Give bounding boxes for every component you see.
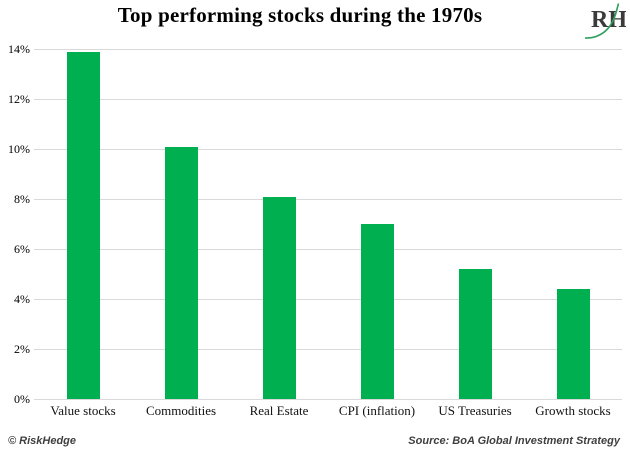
x-category-label: Commodities xyxy=(145,403,217,418)
y-tick-label: 10% xyxy=(8,142,30,156)
gridline-6pct xyxy=(34,248,622,250)
y-tick-label: 8% xyxy=(14,192,30,206)
bar-real-estate xyxy=(262,196,296,399)
riskhedge-logo: RH xyxy=(584,2,627,42)
bar-growth-stocks xyxy=(556,289,590,399)
x-category-label: Real Estate xyxy=(249,403,309,418)
chart-title: Top performing stocks during the 1970s xyxy=(117,3,483,27)
gridline-12pct xyxy=(34,98,622,100)
x-category-label: CPI (inflation) xyxy=(338,403,416,418)
x-category-label: Growth stocks xyxy=(535,403,611,418)
x-category-label: Value stocks xyxy=(50,403,116,418)
bar-cpi-inflation- xyxy=(360,224,394,399)
footer-source: Source: BoA Global Investment Strategy xyxy=(408,435,620,447)
y-tick-label: 0% xyxy=(14,392,30,406)
footer-copyright: © RiskHedge xyxy=(8,435,77,447)
logo-swoosh-icon: RH xyxy=(584,3,627,39)
gridline-2pct xyxy=(34,348,622,350)
bar-commodities xyxy=(164,146,198,399)
y-tick-label: 6% xyxy=(14,242,30,256)
y-tick-label: 4% xyxy=(14,292,30,306)
bar-us-treasuries xyxy=(458,269,492,399)
footer: © RiskHedge Source: BoA Global Investmen… xyxy=(8,433,620,449)
y-tick-label: 2% xyxy=(14,342,30,356)
logo-letters: RH xyxy=(591,7,626,33)
bar-value-stocks xyxy=(66,51,100,399)
x-category-label: US Treasuries xyxy=(438,403,512,418)
y-tick-label: 12% xyxy=(8,92,30,106)
plot-area xyxy=(34,48,622,400)
gridline-4pct xyxy=(34,298,622,300)
gridline-8pct xyxy=(34,198,622,200)
logo-swoosh-curve xyxy=(584,3,620,39)
y-tick-label: 14% xyxy=(8,42,30,56)
gridline-0pct xyxy=(34,398,622,400)
gridline-10pct xyxy=(34,148,622,150)
gridline-14pct xyxy=(34,48,622,50)
